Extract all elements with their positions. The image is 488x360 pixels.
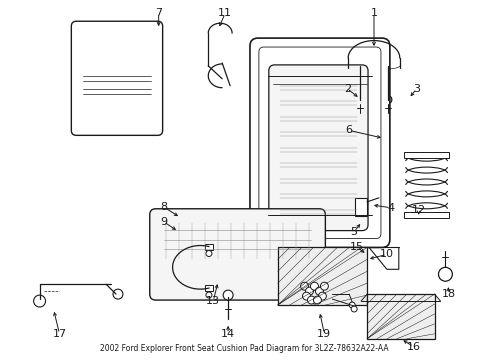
- Circle shape: [307, 296, 315, 304]
- Circle shape: [205, 292, 211, 298]
- Text: 3: 3: [412, 84, 419, 94]
- Text: 2002 Ford Explorer Front Seat Cushion Pad Diagram for 3L2Z-78632A22-AA: 2002 Ford Explorer Front Seat Cushion Pa…: [100, 344, 387, 353]
- Text: 19: 19: [317, 329, 331, 339]
- Circle shape: [320, 282, 327, 290]
- Circle shape: [318, 292, 325, 300]
- Bar: [277, 247, 366, 305]
- Text: 4: 4: [386, 203, 394, 213]
- Text: 5: 5: [350, 226, 357, 237]
- Bar: [204, 244, 212, 249]
- Text: 6: 6: [345, 125, 352, 135]
- Circle shape: [300, 282, 308, 290]
- Circle shape: [313, 296, 321, 304]
- Text: 7: 7: [155, 8, 162, 18]
- Bar: [204, 285, 212, 291]
- Circle shape: [348, 302, 354, 308]
- Text: 14: 14: [221, 329, 235, 339]
- Bar: [366, 294, 434, 339]
- Circle shape: [305, 287, 313, 295]
- FancyBboxPatch shape: [149, 209, 325, 300]
- Text: 2: 2: [343, 84, 350, 94]
- FancyBboxPatch shape: [249, 38, 389, 247]
- Circle shape: [315, 287, 323, 295]
- Bar: [403, 212, 448, 218]
- Text: 18: 18: [441, 289, 454, 299]
- Text: 13: 13: [206, 296, 220, 306]
- Circle shape: [223, 290, 233, 300]
- Circle shape: [113, 289, 122, 299]
- Circle shape: [383, 96, 391, 104]
- Bar: [354, 198, 366, 216]
- Text: 12: 12: [411, 205, 425, 215]
- Text: 15: 15: [349, 243, 364, 252]
- Bar: [403, 152, 448, 158]
- FancyBboxPatch shape: [268, 65, 367, 231]
- Circle shape: [302, 292, 310, 300]
- Circle shape: [350, 306, 356, 312]
- Circle shape: [205, 251, 211, 256]
- Text: 10: 10: [379, 249, 393, 260]
- Text: 9: 9: [160, 217, 167, 227]
- FancyBboxPatch shape: [71, 21, 163, 135]
- Text: 11: 11: [218, 8, 232, 18]
- Circle shape: [355, 96, 364, 104]
- Text: 16: 16: [406, 342, 420, 352]
- Text: 1: 1: [370, 8, 377, 18]
- Text: 8: 8: [160, 202, 167, 212]
- Text: 17: 17: [52, 329, 66, 339]
- Circle shape: [34, 295, 45, 307]
- Circle shape: [438, 267, 451, 281]
- Circle shape: [310, 282, 318, 290]
